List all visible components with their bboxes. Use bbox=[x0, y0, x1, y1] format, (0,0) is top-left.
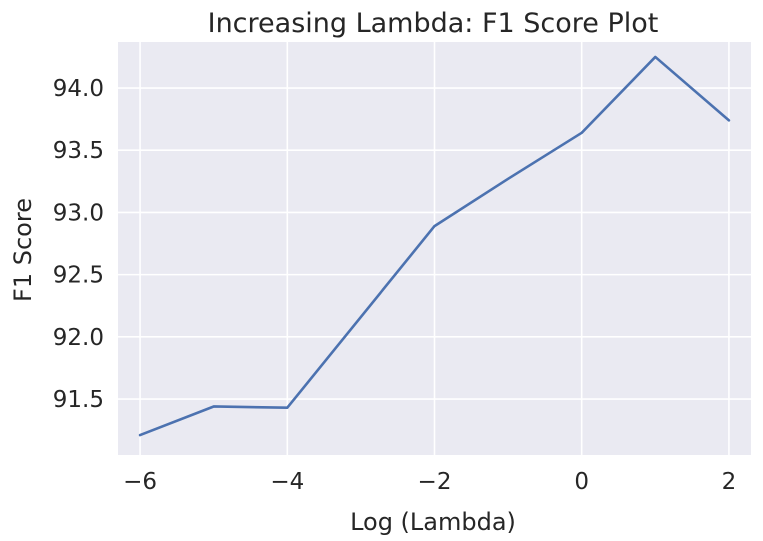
series-line bbox=[138, 55, 731, 437]
x-grid bbox=[139, 42, 730, 455]
y-axis-label: F1 Score bbox=[9, 198, 37, 302]
x-tick-label: 2 bbox=[722, 469, 737, 495]
y-tick-label: 91.5 bbox=[53, 387, 104, 413]
x-axis-label: Log (Lambda) bbox=[350, 508, 516, 536]
x-tick-label: −2 bbox=[418, 469, 452, 495]
x-tick-label: −4 bbox=[270, 469, 304, 495]
x-tick-labels: −6 −4 −2 0 2 bbox=[123, 469, 736, 495]
y-tick-label: 92.5 bbox=[53, 263, 104, 289]
y-tick-labels: 91.5 92.0 92.5 93.0 93.5 94.0 bbox=[53, 76, 104, 413]
x-tick-label: −6 bbox=[123, 469, 157, 495]
y-tick-label: 94.0 bbox=[53, 76, 104, 102]
chart-title: Increasing Lambda: F1 Score Plot bbox=[208, 8, 659, 39]
y-tick-label: 93.0 bbox=[53, 200, 104, 226]
y-grid bbox=[118, 87, 751, 400]
y-tick-label: 92.0 bbox=[53, 325, 104, 351]
y-tick-label: 93.5 bbox=[53, 138, 104, 164]
x-tick-label: 0 bbox=[574, 469, 589, 495]
